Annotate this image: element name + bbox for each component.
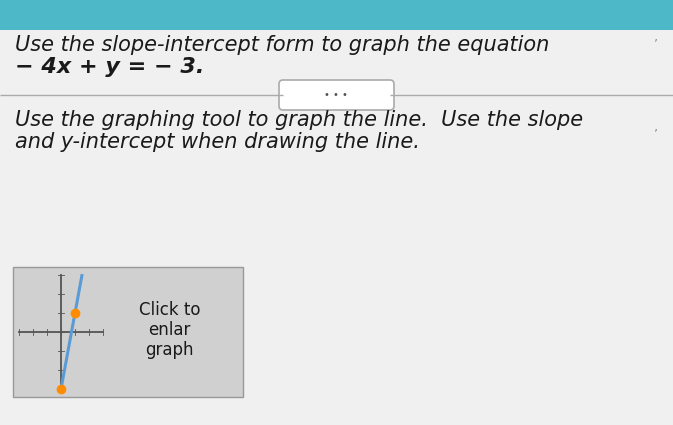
FancyBboxPatch shape	[279, 80, 394, 110]
Text: Use the slope-intercept form to graph the equation: Use the slope-intercept form to graph th…	[15, 35, 549, 55]
Bar	[0, 0, 673, 30]
Text: and y-intercept when drawing the line.: and y-intercept when drawing the line.	[15, 132, 420, 152]
Text: ’: ’	[654, 37, 658, 50]
Text: ’: ’	[654, 127, 658, 140]
Bar	[13, 267, 243, 397]
Text: graph: graph	[145, 341, 194, 359]
Text: Click to: Click to	[139, 301, 200, 319]
Text: enlar: enlar	[148, 321, 190, 339]
Text: − 4x + y = − 3.: − 4x + y = − 3.	[15, 57, 205, 77]
Text: • • •: • • •	[324, 90, 348, 100]
Text: Use the graphing tool to graph the line.  Use the slope: Use the graphing tool to graph the line.…	[15, 110, 583, 130]
